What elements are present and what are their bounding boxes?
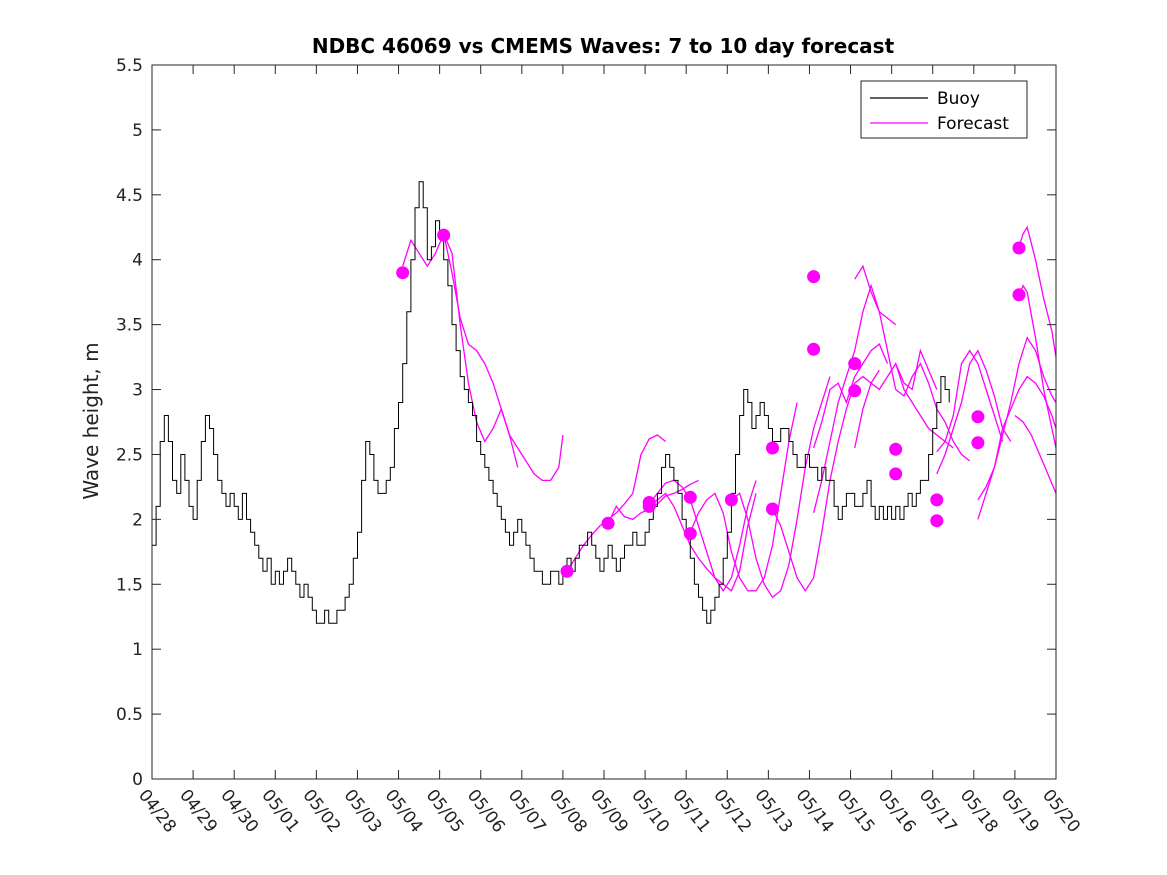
forecast-line-16 xyxy=(936,349,1004,453)
forecast-marker-7 xyxy=(683,527,697,541)
forecast-line-17 xyxy=(936,349,1012,475)
forecast-line-9 xyxy=(771,369,880,593)
forecast-line-20 xyxy=(1018,225,1056,358)
legend-label: Forecast xyxy=(937,114,1009,134)
y-tick-label: 1 xyxy=(132,640,143,660)
legend: Buoy Forecast xyxy=(860,80,1028,139)
forecast-line-15 xyxy=(895,362,971,462)
forecast-line-8 xyxy=(730,376,831,599)
forecast-marker-8 xyxy=(724,493,738,507)
legend-label: Buoy xyxy=(937,89,980,109)
forecast-marker-10 xyxy=(766,502,779,516)
forecast-marker-2 xyxy=(560,564,574,578)
forecast-marker-13 xyxy=(848,357,862,371)
legend-box xyxy=(860,80,1028,139)
forecast-line-21 xyxy=(1018,284,1056,449)
forecast-marker-5 xyxy=(642,499,656,513)
forecast-marker-1 xyxy=(437,228,451,242)
forecast-line-18 xyxy=(977,336,1056,520)
forecast-line-7 xyxy=(689,402,798,592)
forecast-marker-0 xyxy=(396,266,410,280)
y-tick-label: 3.5 xyxy=(116,316,143,336)
forecast-marker-17 xyxy=(930,493,944,507)
y-tick-label: 5 xyxy=(132,121,143,141)
forecast-marker-16 xyxy=(889,467,903,481)
forecast-marker-3 xyxy=(601,516,615,530)
y-tick-label: 1.5 xyxy=(116,575,143,595)
y-tick-label: 4.5 xyxy=(116,186,143,206)
forecast-marker-20 xyxy=(971,436,985,450)
chart-title: NDBC 46069 vs CMEMS Waves: 7 to 10 day f… xyxy=(312,34,895,58)
forecast-marker-19 xyxy=(971,410,985,424)
forecast-marker-6 xyxy=(683,490,697,504)
y-tick-label: 3 xyxy=(132,381,143,401)
forecast-line-22 xyxy=(1014,414,1056,494)
forecast-marker-11 xyxy=(807,270,821,284)
forecast-marker-22 xyxy=(1012,288,1026,302)
forecast-marker-12 xyxy=(807,342,821,356)
forecast-marker-15 xyxy=(889,442,903,456)
buoy-line xyxy=(152,181,950,624)
y-tick-label: 4 xyxy=(132,251,143,271)
y-tick-label: 0.5 xyxy=(116,705,143,725)
forecast-marker-18 xyxy=(930,514,944,528)
forecast-line-11 xyxy=(854,264,897,326)
forecast-marker-9 xyxy=(766,441,779,455)
plot-area xyxy=(152,181,1056,624)
forecast-line-1 xyxy=(402,232,519,468)
y-tick-label: 0 xyxy=(132,770,143,790)
forecast-line-5 xyxy=(648,479,757,593)
series-layer xyxy=(152,181,1056,624)
forecast-line-12 xyxy=(812,283,897,514)
y-tick-label: 2.5 xyxy=(116,445,143,465)
forecast-line-2 xyxy=(443,233,564,482)
forecast-marker-14 xyxy=(848,384,862,398)
y-tick-label: 5.5 xyxy=(116,56,143,76)
forecast-marker-21 xyxy=(1012,241,1026,255)
y-axis-label: Wave height, m xyxy=(79,342,103,499)
y-tick-label: 2 xyxy=(132,510,143,530)
